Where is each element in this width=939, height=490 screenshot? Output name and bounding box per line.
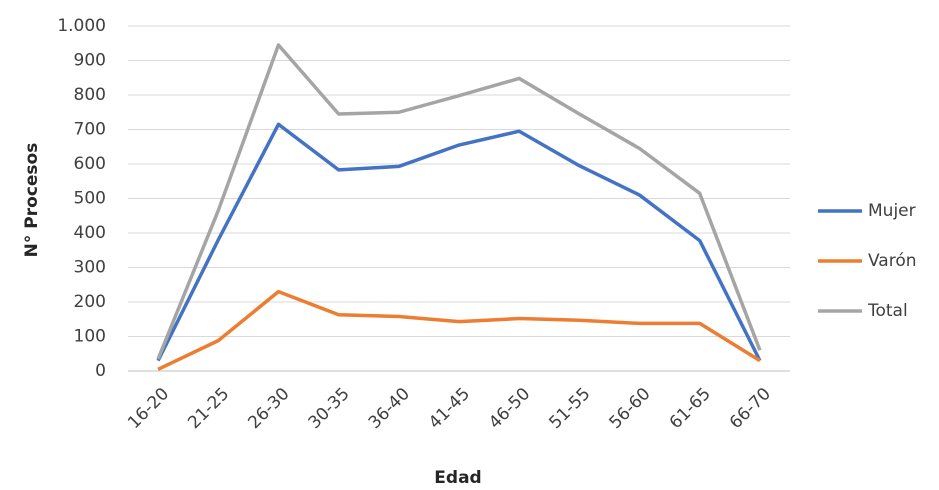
y-tick-label: 0 (95, 361, 106, 381)
y-tick-label: 700 (74, 120, 106, 140)
x-axis-title: Edad (434, 468, 481, 486)
x-tick-label: 66-70 (726, 384, 775, 433)
y-tick-label: 900 (74, 51, 106, 71)
x-tick-label: 30-35 (305, 384, 354, 433)
y-tick-label: 600 (74, 154, 106, 174)
series-line (157, 289, 761, 371)
x-tick-label: 41-45 (425, 384, 474, 433)
y-tick-label: 200 (74, 292, 106, 312)
x-tick-label: 36-40 (365, 384, 414, 433)
y-tick-label: 500 (74, 189, 106, 209)
y-tick-label: 400 (74, 223, 106, 243)
legend-label: Total (867, 301, 908, 321)
y-tick-label: 1.000 (57, 16, 106, 36)
x-tick-label: 46-50 (485, 384, 534, 433)
y-tick-label: 100 (74, 327, 106, 347)
legend-label: Varón (868, 251, 917, 271)
y-axis-title: N° Procesos (22, 143, 42, 258)
y-tick-label: 800 (74, 85, 106, 105)
x-tick-label: 16-20 (124, 384, 173, 433)
x-tick-label: 51-55 (545, 384, 594, 433)
x-tick-label: 56-60 (606, 384, 655, 433)
series-line (156, 43, 762, 360)
y-tick-label: 300 (74, 258, 106, 278)
legend-label: Mujer (868, 201, 916, 221)
series-line (156, 122, 762, 362)
x-tick-label: 61-65 (666, 384, 715, 433)
x-tick-label: 26-30 (244, 384, 293, 433)
x-tick-label: 21-25 (184, 384, 233, 433)
